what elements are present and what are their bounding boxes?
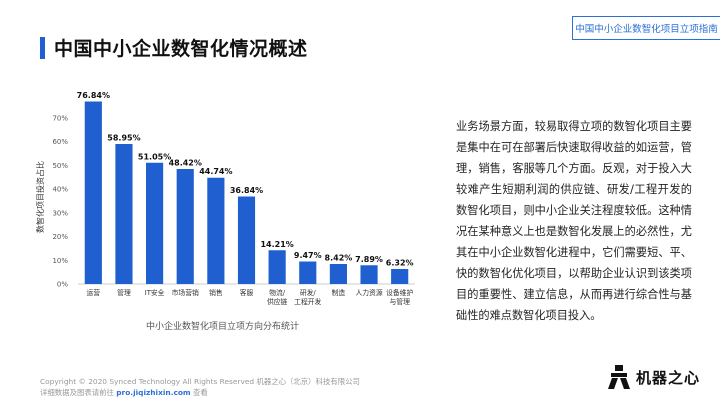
bar: [146, 162, 164, 284]
y-tick-label: 30%: [52, 209, 68, 217]
x-tick-label-line: 制造: [332, 288, 346, 297]
x-tick-label-line: 销售: [209, 288, 223, 297]
x-tick-label-line: 物流/: [269, 288, 286, 297]
data-label: 6.32%: [386, 258, 414, 267]
data-label: 48.42%: [169, 159, 202, 168]
y-tick-label: 70%: [52, 114, 68, 122]
x-tick-label-line: 客服: [240, 288, 254, 297]
x-tick-label-line: 管理: [117, 288, 131, 297]
bar: [84, 101, 102, 284]
data-label: 44.74%: [199, 167, 232, 176]
bar: [115, 143, 133, 284]
bar: [176, 169, 194, 284]
bar: [329, 264, 347, 284]
data-label: 8.42%: [325, 254, 353, 263]
page-title: 中国中小企业数智化情况概述: [54, 38, 308, 60]
bar: [207, 177, 225, 284]
data-label: 76.84%: [77, 91, 110, 100]
bar: [268, 250, 286, 284]
x-tick-label: IT安全: [145, 288, 165, 297]
bar: [299, 261, 317, 284]
x-tick-label: 物流/供应链: [267, 288, 288, 306]
bar: [237, 196, 256, 284]
x-tick-label-line: 工程开发: [294, 297, 321, 306]
x-tick-label-line: 与管理: [389, 297, 410, 306]
data-label: 14.21%: [260, 240, 293, 249]
x-tick-label: 设备维护与管理: [386, 288, 413, 306]
x-tick-label-line: 运营: [87, 288, 101, 297]
x-tick-label: 管理: [117, 288, 131, 297]
logo-text: 机器之心: [635, 368, 700, 387]
x-tick-label-line: 人力资源: [355, 288, 382, 297]
title-accent-bar: [40, 37, 45, 59]
more-info-prefix: 详细数据及图表请前往: [40, 388, 117, 397]
y-tick-label: 20%: [52, 233, 68, 241]
bar: [360, 265, 378, 284]
y-tick-label: 60%: [52, 138, 68, 146]
summary-paragraph: 业务场景方面，较易取得立项的数智化项目主要是集中在可在部署后快速取得收益的如运营…: [456, 120, 692, 322]
y-tick-label: 50%: [52, 162, 68, 170]
y-tick-label: 40%: [52, 186, 68, 194]
x-tick-label: 制造: [332, 288, 346, 297]
brand-logo: 机器之心: [606, 364, 700, 390]
x-tick-label: 客服: [240, 288, 254, 297]
chart-caption: 中小企业数智化项目立项方向分布统计: [145, 322, 299, 332]
data-label: 36.84%: [230, 186, 263, 195]
y-axis-label: 数智化项目投资占比: [35, 161, 45, 233]
copyright-text: Copyright © 2020 Synced Technology All R…: [40, 377, 360, 386]
data-label: 7.89%: [355, 255, 383, 264]
more-info-suffix: 查看: [190, 388, 208, 397]
x-tick-label: 研发/工程开发: [294, 288, 321, 306]
data-label: 58.95%: [107, 133, 140, 142]
more-info-line: 详细数据及图表请前往 pro.jiqizhixin.com 查看: [40, 387, 360, 398]
copyright-block: Copyright © 2020 Synced Technology All R…: [40, 376, 360, 398]
x-tick-label: 运营: [87, 288, 101, 297]
x-tick-label-line: 研发/: [300, 288, 317, 297]
x-tick-label-line: 设备维护: [386, 288, 413, 297]
bar-chart: 数智化项目投资占比 0% 10% 20% 30% 40% 50% 60% 70% 76.84% 运营…: [35, 91, 415, 306]
x-tick-label: 销售: [209, 288, 223, 297]
bar: [391, 268, 409, 284]
robot-logo-icon: [607, 365, 630, 389]
x-tick-label-line: 市场营销: [172, 288, 199, 297]
x-tick-label-line: 供应链: [267, 297, 288, 306]
y-tick-label: 10%: [52, 257, 68, 265]
x-tick-label: 人力资源: [355, 288, 382, 297]
data-label: 51.05%: [138, 152, 171, 161]
x-tick-label: 市场营销: [172, 288, 199, 297]
website-link[interactable]: pro.jiqizhixin.com: [116, 388, 191, 397]
y-tick-label: 0%: [57, 281, 68, 289]
data-label: 9.47%: [294, 251, 322, 260]
x-tick-label-line: IT安全: [145, 288, 165, 297]
report-tag: 中国中小企业数智化项目立项指南: [572, 16, 720, 40]
